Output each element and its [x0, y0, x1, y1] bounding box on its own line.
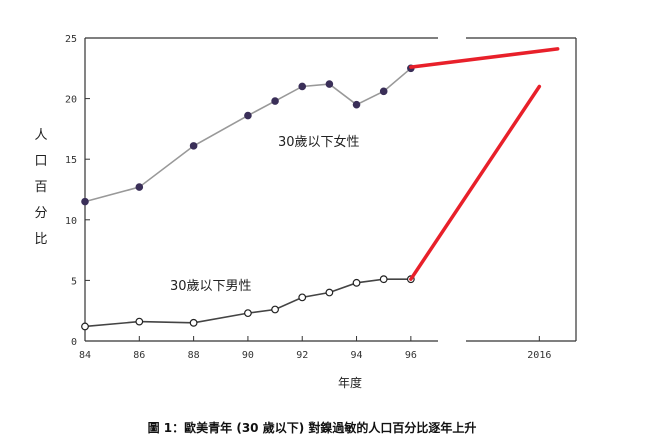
data-point [271, 305, 279, 314]
data-point [379, 87, 388, 96]
series-line-1 [84, 278, 411, 328]
data-point [81, 322, 89, 331]
data-point [352, 100, 361, 109]
data-point [135, 183, 144, 191]
female-series-label: 30歲以下女性 [278, 134, 360, 150]
data-point [244, 309, 252, 318]
series-layer [81, 64, 415, 331]
data-point [244, 111, 252, 120]
x-tick-label: 2016 [527, 350, 551, 361]
x-tick-label: 94 [351, 350, 363, 361]
data-point [352, 278, 361, 287]
projection-line-1 [409, 84, 542, 281]
y-axis: 0 5 10 15 20 25 [65, 34, 90, 348]
x-tick-label: 96 [405, 350, 417, 361]
projection-layer [409, 47, 560, 281]
figure-caption: 圖 1：歐美青年 (30 歲以下) 對鎳過敏的人口百分比逐年上升 [148, 420, 477, 435]
y-tick-label: 0 [71, 337, 77, 348]
data-point [325, 80, 334, 88]
x-tick-label: 86 [133, 350, 145, 361]
projection-line-0 [409, 47, 560, 69]
data-point [379, 275, 388, 284]
y-tick-label: 10 [65, 216, 77, 227]
data-point [271, 97, 279, 105]
plot-frame [84, 37, 577, 342]
y-axis-label-char: 人 [34, 128, 47, 143]
data-point [189, 318, 198, 327]
x-tick-label: 84 [79, 350, 91, 361]
x-axis-label: 年度 [338, 375, 362, 390]
y-axis-label: 人口百分比 [34, 128, 47, 247]
data-point [81, 197, 89, 206]
y-axis-label-char: 口 [34, 154, 47, 169]
y-axis-label-char: 百 [34, 180, 47, 195]
data-point [189, 142, 198, 150]
y-tick-label: 5 [71, 276, 77, 287]
data-point [298, 82, 307, 91]
series-line-0 [84, 67, 412, 203]
data-point [135, 317, 144, 326]
data-point [325, 288, 334, 297]
x-tick-label: 88 [188, 350, 200, 361]
y-tick-label: 20 [65, 95, 77, 106]
data-point [298, 293, 307, 302]
x-tick-label: 90 [242, 350, 254, 361]
y-tick-label: 15 [65, 155, 77, 166]
x-axis: 84 86 88 90 92 94 96 2016 [79, 336, 551, 361]
male-series-label: 30歲以下男性 [170, 279, 252, 294]
y-tick-label: 25 [65, 34, 77, 45]
y-axis-label-char: 比 [34, 232, 47, 247]
y-axis-label-char: 分 [34, 206, 47, 221]
x-tick-label: 92 [296, 350, 308, 361]
